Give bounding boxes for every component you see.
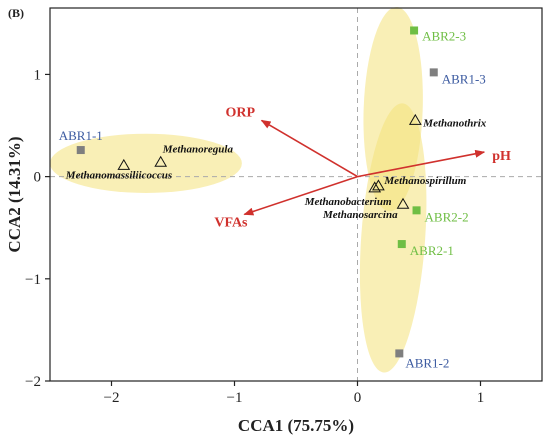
sample-point-abr1-2 bbox=[395, 349, 404, 358]
sample-point-abr2-1 bbox=[397, 240, 406, 249]
x-tick-label: 0 bbox=[354, 390, 362, 406]
species-label-methanothrix: Methanothrix bbox=[422, 117, 486, 129]
vector-orp bbox=[260, 119, 358, 178]
y-tick-label: −2 bbox=[25, 374, 41, 390]
y-tick-label: −1 bbox=[25, 272, 41, 288]
group-ellipse-1 bbox=[50, 133, 242, 193]
group-ellipse-3 bbox=[359, 103, 427, 373]
sample-points: ABR1-1 ABR1-3 ABR1-2 ABR2-3 ABR2-2 ABR2-1 bbox=[59, 26, 486, 370]
y-tick-label: 0 bbox=[34, 170, 42, 186]
sample-point-abr1-1 bbox=[76, 146, 85, 155]
species-point-methanothrix bbox=[408, 113, 422, 125]
sample-point-abr1-3 bbox=[429, 68, 438, 77]
x-axis-title: CCA1 (75.75%) bbox=[238, 416, 354, 435]
species-point-methanosarcina bbox=[396, 197, 410, 209]
species-label-methanoregula: Methanoregula bbox=[162, 143, 234, 155]
y-axis-title: CCA2 (14.31%) bbox=[5, 136, 24, 252]
vector-label-ph: pH bbox=[492, 149, 511, 164]
sample-label-abr2-1: ABR2-1 bbox=[410, 243, 454, 258]
species-label-methanosarcina: Methanosarcina bbox=[322, 209, 398, 221]
sample-point-abr2-3 bbox=[410, 26, 419, 35]
species-point-methanobacterium bbox=[368, 181, 382, 193]
x-tick-label: 1 bbox=[477, 390, 485, 406]
ellipses-layer bbox=[50, 7, 427, 373]
species-point-methanomassiliicoccus bbox=[117, 158, 131, 170]
plot-frame bbox=[49, 7, 543, 382]
species-label-methanomassiliicoccus: Methanomassiliicoccus bbox=[65, 169, 172, 181]
sample-label-abr1-3: ABR1-3 bbox=[442, 71, 486, 86]
x-tick-label: −1 bbox=[227, 390, 243, 406]
axis-ticks: −2 −1 0 1 −2 −1 0 1 bbox=[25, 67, 484, 406]
species-label-methanobacterium: Methanobacterium bbox=[304, 196, 392, 208]
panel-label: (B) bbox=[8, 6, 24, 20]
species-label-methanospirillum: Methanospirillum bbox=[383, 175, 466, 187]
y-tick-label: 1 bbox=[34, 67, 42, 83]
sample-label-abr1-2: ABR1-2 bbox=[405, 355, 449, 370]
species-point-methanospirillum bbox=[372, 179, 385, 191]
vector-label-vfas: VFAs bbox=[214, 215, 248, 230]
species-point-methanoregula bbox=[154, 155, 168, 167]
env-vectors: ORP VFAs pH bbox=[214, 105, 511, 230]
sample-label-abr2-2: ABR2-2 bbox=[425, 209, 469, 224]
vector-label-orp: ORP bbox=[226, 105, 256, 120]
sample-label-abr2-3: ABR2-3 bbox=[422, 28, 466, 43]
sample-label-abr1-1: ABR1-1 bbox=[59, 128, 103, 143]
vector-ph bbox=[357, 149, 486, 178]
sample-point-abr2-2 bbox=[412, 206, 421, 215]
reference-lines bbox=[50, 8, 542, 381]
vector-vfas bbox=[243, 175, 358, 216]
x-tick-label: −2 bbox=[104, 390, 120, 406]
species-points: Methanoregula Methanomassiliicoccus Methan… bbox=[65, 113, 487, 221]
